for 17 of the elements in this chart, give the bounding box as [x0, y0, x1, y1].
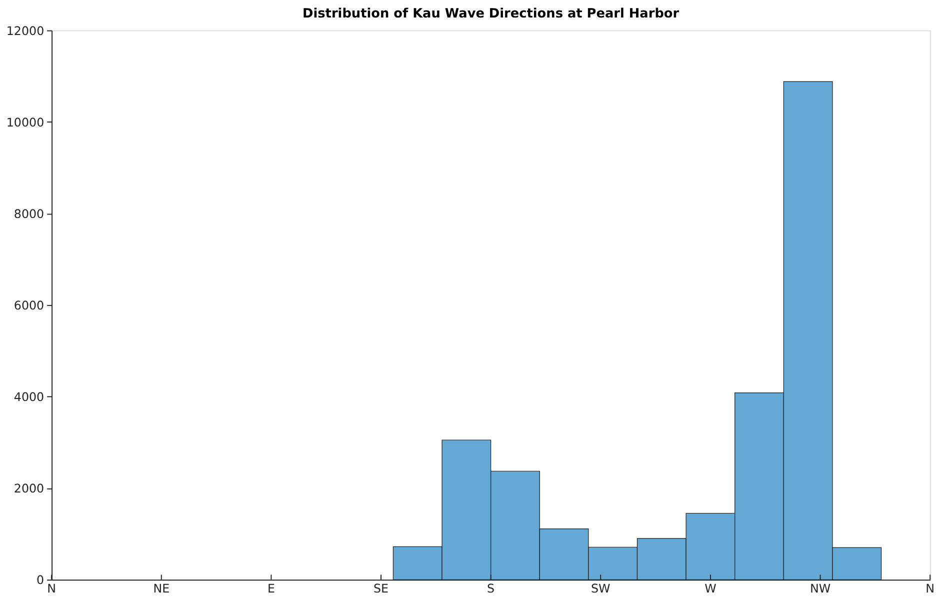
text: S	[487, 582, 495, 596]
text: W	[704, 582, 717, 596]
text: NW	[810, 582, 831, 596]
y-tick-label: 10000	[6, 115, 44, 130]
y-tick-label: 4000	[14, 390, 44, 404]
text: N	[47, 582, 56, 596]
y-tick-label: 2000	[14, 482, 44, 496]
chart-title: Distribution of Kau Wave Directions at Pearl Harbor	[302, 6, 680, 22]
y-tick-label: 12000	[6, 24, 44, 38]
y-tick-label: 8000	[14, 206, 44, 221]
text: SE	[373, 582, 389, 596]
text: NE	[153, 582, 170, 596]
text: N	[926, 582, 935, 596]
text: SW	[591, 582, 611, 596]
y-tick-label: 0	[36, 573, 44, 588]
y-tick-label: 6000	[14, 298, 44, 312]
text: E	[267, 582, 275, 596]
